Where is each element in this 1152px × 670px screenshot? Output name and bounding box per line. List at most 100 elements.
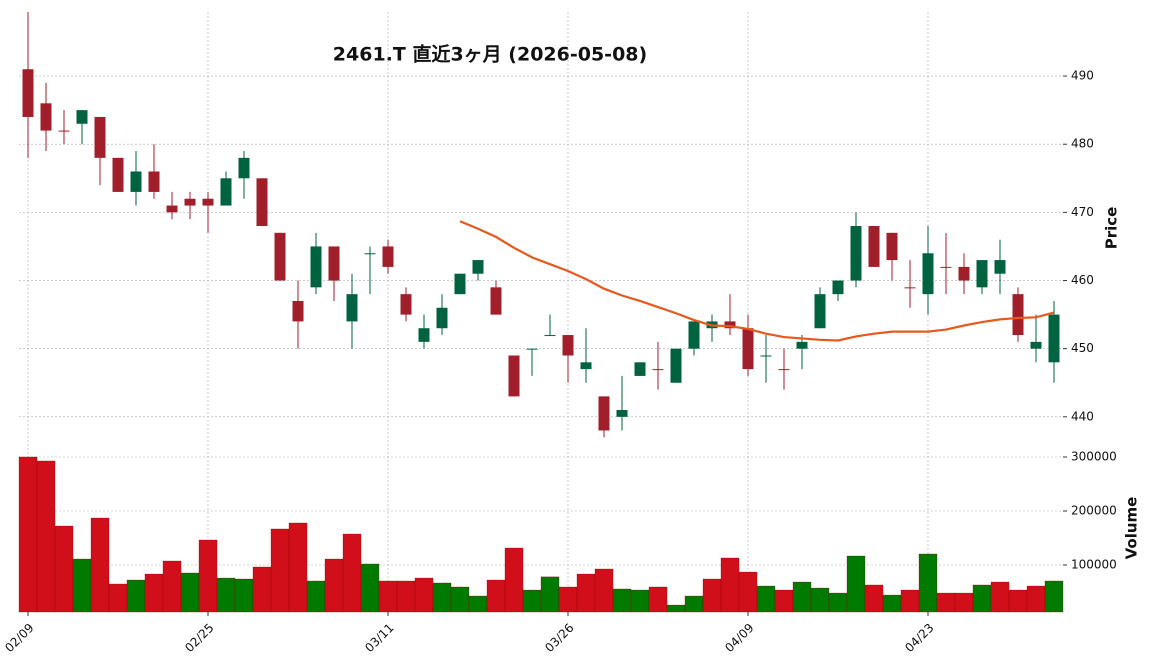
- chart-title: 2461.T 直近3ヶ月 (2026-05-08): [333, 43, 647, 66]
- candle-body: [886, 232, 898, 261]
- volume-bar: [936, 592, 956, 613]
- volume-bar: [360, 563, 380, 613]
- y-tick-label: 460: [1071, 273, 1094, 287]
- volume-bar: [900, 589, 920, 613]
- y-axis-label: Price: [1103, 207, 1121, 250]
- candle-body: [976, 260, 988, 288]
- candle-body: [130, 171, 142, 192]
- volume-bar: [1044, 580, 1064, 613]
- volume-bar: [684, 595, 704, 613]
- candle-body: [562, 335, 574, 356]
- candle-body: [40, 103, 52, 131]
- volume-bar: [594, 568, 614, 613]
- candle-body: [292, 300, 304, 322]
- candle-body: [580, 362, 592, 370]
- x-tick-label: 02/25: [182, 621, 216, 655]
- volume-bar: [108, 583, 128, 613]
- candle-body: [202, 198, 214, 206]
- volume-bar: [144, 573, 164, 613]
- candle-body: [490, 287, 502, 315]
- x-tick-label: 02/09: [2, 621, 36, 655]
- volume-bar: [810, 587, 830, 613]
- x-tick-label: 03/26: [542, 621, 576, 655]
- volume-bar: [792, 581, 812, 613]
- candle-body: [760, 355, 772, 357]
- candle-body: [148, 171, 160, 192]
- volume-bar: [666, 604, 686, 613]
- volume-bar: [1026, 585, 1046, 613]
- volume-bar: [216, 577, 236, 613]
- volume-bar: [648, 586, 668, 613]
- volume-bar: [846, 555, 866, 613]
- volume-bar: [1008, 589, 1028, 613]
- candle-body: [1048, 314, 1060, 363]
- volume-bar: [954, 592, 974, 613]
- candle-body: [346, 294, 358, 322]
- candle-body: [94, 116, 106, 158]
- candle-body: [994, 260, 1006, 274]
- candle-body: [238, 157, 250, 179]
- volume-bar: [72, 558, 92, 613]
- candle-body: [940, 266, 952, 268]
- volume-bar: [126, 579, 146, 613]
- volume-bar: [162, 560, 182, 613]
- volume-bar: [288, 522, 308, 613]
- x-tick-label: 03/11: [362, 621, 396, 655]
- y-tick-label: 470: [1071, 205, 1094, 219]
- volume-bar: [774, 589, 794, 613]
- candle-body: [274, 232, 286, 281]
- x-tick-label: 04/09: [722, 621, 756, 655]
- candle-body: [724, 321, 736, 329]
- candle-body: [958, 266, 970, 281]
- candle-body: [328, 246, 340, 281]
- candle-body: [400, 294, 412, 315]
- volume-bar: [378, 580, 398, 613]
- candle-body: [652, 369, 664, 371]
- candle-body: [850, 226, 862, 281]
- candle-body: [922, 253, 934, 295]
- candle-body: [310, 246, 322, 288]
- candle-body: [22, 69, 34, 117]
- volume-bar: [18, 456, 38, 613]
- volume-bar: [828, 592, 848, 613]
- candle-body: [76, 110, 88, 124]
- candle-body: [868, 226, 880, 267]
- volume-bar: [90, 517, 110, 613]
- volume-bar: [324, 558, 344, 613]
- volume-bar: [270, 528, 290, 613]
- candle-body: [742, 328, 754, 370]
- candle-body: [634, 362, 646, 376]
- volume-bar: [396, 580, 416, 613]
- candle-body: [58, 130, 70, 132]
- candle-body: [526, 348, 538, 350]
- volume-bar: [738, 571, 758, 613]
- volume-bar: [918, 553, 938, 613]
- candle-body: [454, 273, 466, 295]
- volume-bar: [468, 595, 488, 613]
- y-tick-label: 490: [1071, 69, 1094, 83]
- volume-bar: [612, 588, 632, 613]
- moving-average: [459, 220, 1055, 342]
- volume-bar: [198, 539, 218, 613]
- volume-bar: [36, 460, 56, 613]
- volume-axis-label: Volume: [1123, 497, 1141, 560]
- y-tick-label: 440: [1071, 409, 1094, 423]
- volume-bar: [864, 584, 884, 613]
- volume-bar: [252, 566, 272, 613]
- candle-body: [436, 307, 448, 329]
- candle-body: [544, 335, 556, 337]
- volume-bar: [432, 582, 452, 613]
- candle-body: [616, 410, 628, 417]
- candle-body: [814, 294, 826, 329]
- y-tick-label: 480: [1071, 137, 1094, 151]
- candle-body: [184, 198, 196, 206]
- candle-body: [670, 348, 682, 383]
- volume-bar: [306, 580, 326, 613]
- candle-body: [382, 246, 394, 267]
- volume-bar: [882, 594, 902, 613]
- candle-body: [166, 205, 178, 213]
- candle-body: [418, 328, 430, 342]
- volume-tick-label: 100000: [1071, 558, 1117, 572]
- y-tick-label: 450: [1071, 341, 1094, 355]
